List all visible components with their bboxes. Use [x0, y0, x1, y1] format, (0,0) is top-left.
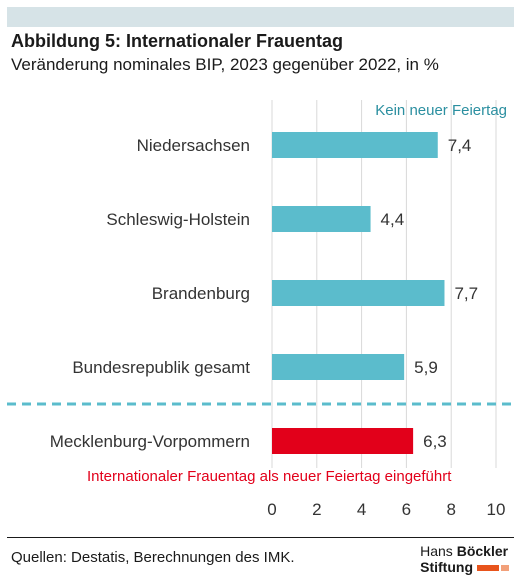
source-note: Quellen: Destatis, Berechnungen des IMK.	[11, 549, 295, 566]
value-label: 5,9	[414, 358, 438, 377]
group-label-womens-day: Internationaler Frauentag als neuer Feie…	[87, 468, 452, 485]
x-tick-label: 10	[487, 500, 506, 519]
logo-word-boeckler: Böckler	[456, 543, 509, 559]
header-band	[7, 7, 514, 27]
footer-divider	[7, 537, 514, 538]
bar	[272, 132, 438, 158]
category-label: Niedersachsen	[137, 136, 250, 155]
x-tick-label: 4	[357, 500, 366, 519]
value-label: 7,4	[448, 136, 472, 155]
value-label: 4,4	[381, 210, 405, 229]
bar	[272, 280, 445, 306]
category-label: Bundesrepublik gesamt	[72, 358, 250, 377]
category-label: Schleswig-Holstein	[106, 210, 250, 229]
group-label-no-holiday: Kein neuer Feiertag	[375, 102, 507, 119]
logo-mark	[477, 565, 499, 572]
hans-boeckler-logo: Hans Böckler Stiftung	[420, 543, 509, 575]
x-tick-label: 6	[402, 500, 411, 519]
x-tick-label: 0	[267, 500, 276, 519]
bar	[272, 206, 371, 232]
bar-chart: Niedersachsen 7,4 Schleswig-Holstein 4,4 Bra…	[7, 100, 514, 519]
logo-word-hans: Hans	[420, 543, 453, 559]
category-label: Brandenburg	[152, 284, 250, 303]
category-label: Mecklenburg-Vorpommern	[50, 432, 250, 451]
logo-mark-small	[501, 565, 509, 572]
chart-title: Abbildung 5: Internationaler Frauentag	[11, 31, 344, 51]
x-tick-label: 8	[446, 500, 455, 519]
value-label: 6,3	[423, 432, 447, 451]
x-tick-label: 2	[312, 500, 321, 519]
logo-word-stiftung: Stiftung	[420, 559, 473, 575]
chart-subtitle: Veränderung nominales BIP, 2023 gegenübe…	[11, 55, 439, 74]
bar	[272, 428, 414, 454]
bar	[272, 354, 405, 380]
value-label: 7,7	[454, 284, 478, 303]
